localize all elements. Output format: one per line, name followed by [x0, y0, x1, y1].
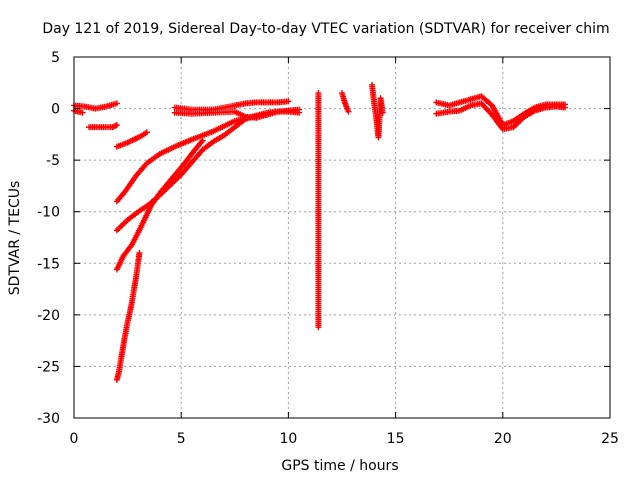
- data-point: [561, 104, 568, 111]
- x-tick-label: 25: [601, 431, 619, 447]
- x-tick-label: 0: [70, 431, 79, 447]
- y-tick-label: -30: [37, 411, 60, 427]
- series-arc-minus-three-short-b: [131, 129, 150, 143]
- series-daytime-arc-upper: [171, 98, 292, 113]
- tick-labels: 0 5 10 15 20 25 5 0 -5 -10 -15 -20 -25 -30: [37, 50, 619, 447]
- data-point: [296, 109, 303, 116]
- y-tick-label: -10: [37, 205, 60, 221]
- y-tick-label: 0: [51, 102, 60, 118]
- data-point: [143, 129, 150, 136]
- data-point: [113, 122, 120, 129]
- series-cluster-hour-fourteen: [369, 81, 386, 141]
- x-axis-label: GPS time / hours: [281, 458, 398, 474]
- y-axis-label: SDTVAR / TECUs: [7, 181, 23, 296]
- plot-frame: [73, 56, 611, 419]
- y-tick-label: -15: [37, 256, 60, 272]
- series-evening-arc-lower: [433, 100, 568, 133]
- y-tick-label: -20: [37, 308, 60, 324]
- series-daytime-arc-lower: [171, 108, 303, 121]
- data-point: [113, 100, 120, 107]
- series-cluster-hour-twelve: [339, 90, 352, 115]
- series-steep-descent-arc: [113, 249, 143, 383]
- series-rise-from-minus-fifteen: [113, 137, 206, 273]
- axis-ticks: [73, 56, 611, 419]
- data-point: [79, 109, 86, 116]
- x-tick-label: 20: [494, 431, 512, 447]
- data-point: [285, 98, 292, 105]
- data-point: [379, 109, 386, 116]
- y-tick-label: -5: [46, 153, 60, 169]
- series-isolated-points-hour-eleven: [315, 90, 322, 331]
- chart-title: Day 121 of 2019, Sidereal Day-to-day VTE…: [42, 21, 609, 37]
- data-marks: [71, 81, 568, 383]
- series-rise-from-minus-nine: [113, 111, 270, 205]
- y-tick-label: 5: [51, 50, 60, 66]
- x-tick-label: 5: [177, 431, 186, 447]
- series-arc-near-zero-start: [71, 100, 120, 112]
- data-point: [199, 137, 206, 144]
- y-tick-label: -25: [37, 359, 60, 375]
- series-arc-minus-two: [86, 122, 120, 131]
- data-point: [315, 324, 322, 331]
- x-tick-label: 10: [279, 431, 297, 447]
- data-point: [345, 108, 352, 115]
- series-arc-near-zero-low: [71, 107, 86, 116]
- data-point: [136, 249, 143, 256]
- x-tick-label: 15: [387, 431, 405, 447]
- grid-lines: [74, 57, 610, 418]
